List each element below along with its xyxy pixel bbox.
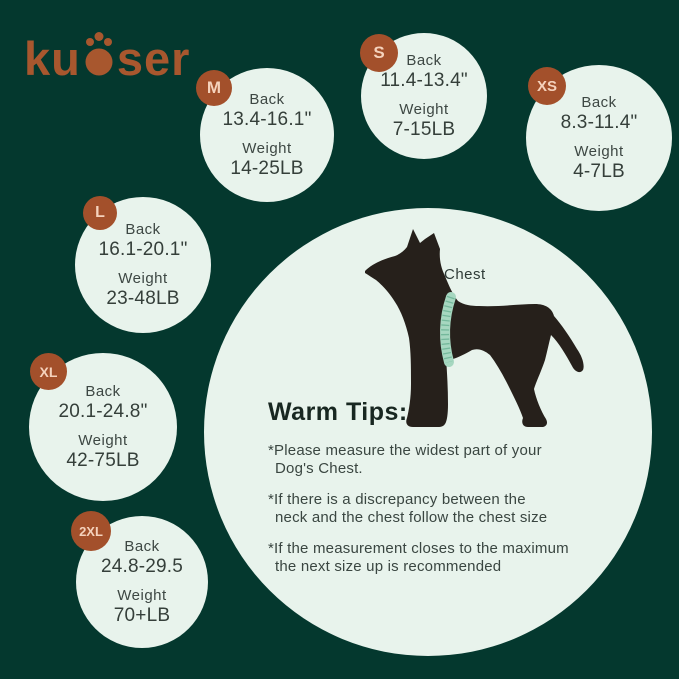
- weight-value: 7-15LB: [392, 118, 456, 140]
- size-circle-s: Back 11.4-13.4" Weight 7-15LB: [361, 33, 487, 159]
- warm-tip-item: *Please measure the widest part of your …: [268, 442, 602, 478]
- back-label: Back: [581, 93, 617, 111]
- dog-silhouette: [365, 229, 584, 427]
- warm-tip-item: *If the measurement closes to the maximu…: [268, 540, 602, 576]
- size-badge-l: L: [83, 196, 117, 230]
- back-label: Back: [249, 90, 285, 108]
- warm-tips-title: Warm Tips:: [268, 398, 408, 426]
- tip-line-2: the next size up is recommended: [275, 558, 502, 575]
- warm-tips-section: Warm Tips: *Please measure the widest pa…: [268, 398, 602, 589]
- warm-tip-item: *If there is a discrepancy between the n…: [268, 491, 602, 527]
- weight-label: Weight: [117, 586, 167, 604]
- size-badge-xl: XL: [30, 353, 67, 390]
- back-label: Back: [406, 51, 442, 69]
- size-badge-xs: XS: [528, 67, 566, 105]
- weight-value: 70+LB: [113, 604, 171, 626]
- brand-logo-prefix: ku: [24, 32, 81, 85]
- paw-icon: [85, 32, 113, 76]
- weight-label: Weight: [78, 431, 128, 449]
- back-value: 24.8-29.5: [100, 555, 184, 577]
- back-value: 20.1-24.8": [58, 400, 148, 422]
- weight-label: Weight: [574, 142, 624, 160]
- chest-label: Chest: [444, 266, 486, 283]
- weight-value: 4-7LB: [573, 160, 625, 182]
- size-badge-2xl: 2XL: [71, 511, 111, 551]
- weight-label: Weight: [242, 139, 292, 157]
- dog-measurement-diagram: [365, 229, 584, 427]
- size-badge-m: M: [196, 70, 232, 106]
- weight-label: Weight: [399, 100, 449, 118]
- back-label: Back: [85, 382, 121, 400]
- tip-line-1: *If there is a discrepancy between the: [268, 491, 526, 508]
- weight-value: 14-25LB: [230, 157, 304, 179]
- measuring-tape-icon: [440, 292, 456, 367]
- brand-logo-suffix: ser: [116, 32, 191, 85]
- brand-logo: ku ser: [24, 28, 190, 82]
- tip-line-2: neck and the chest follow the chest size: [275, 509, 548, 526]
- weight-label: Weight: [118, 269, 168, 287]
- weight-value: 42-75LB: [66, 449, 140, 471]
- back-label: Back: [125, 220, 161, 238]
- tip-line-2: Dog's Chest.: [275, 460, 363, 477]
- back-value: 11.4-13.4": [380, 69, 468, 91]
- tip-line-1: *If the measurement closes to the maximu…: [268, 540, 569, 557]
- weight-value: 23-48LB: [106, 287, 180, 309]
- size-badge-s: S: [360, 34, 398, 72]
- back-value: 8.3-11.4": [560, 111, 638, 133]
- tip-line-1: *Please measure the widest part of your: [268, 442, 542, 459]
- back-value: 16.1-20.1": [98, 238, 188, 260]
- size-circle-xl: Back 20.1-24.8" Weight 42-75LB: [29, 353, 177, 501]
- back-label: Back: [124, 537, 160, 555]
- back-value: 13.4-16.1": [222, 108, 312, 130]
